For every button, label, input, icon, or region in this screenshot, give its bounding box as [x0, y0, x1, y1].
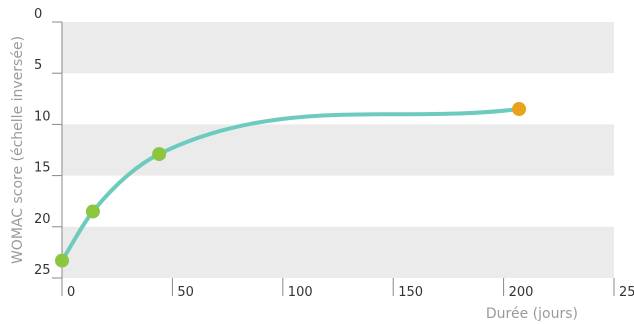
- x-tick-group: 0 50 100 150 200 250: [61, 278, 634, 300]
- data-point: [512, 102, 527, 117]
- x-tick-label: 50: [177, 285, 194, 300]
- grid-bands: [62, 22, 614, 278]
- data-point: [85, 204, 100, 219]
- y-tick-label: 15: [34, 161, 51, 176]
- x-tick-label: 250: [619, 285, 634, 300]
- grid-band: [62, 124, 614, 176]
- y-tick-label: 20: [34, 212, 51, 227]
- grid-band: [62, 226, 614, 278]
- data-point: [55, 253, 69, 268]
- x-tick-label: 150: [398, 285, 423, 300]
- data-points: [55, 102, 527, 268]
- y-tick-label: 5: [34, 58, 42, 73]
- x-tick-label: 200: [509, 285, 534, 300]
- y-tick-label: 25: [34, 263, 51, 278]
- y-tick-group: 0 5 10 15 20 25: [34, 7, 62, 279]
- y-axis-label: WOMAC score (échelle inversée): [10, 36, 26, 264]
- data-point: [152, 147, 167, 162]
- y-tick-label: 0: [34, 7, 42, 22]
- y-tick-label: 10: [34, 109, 51, 124]
- x-tick-label: 100: [288, 285, 313, 300]
- grid-band: [62, 22, 614, 74]
- x-tick-label: 0: [67, 285, 75, 300]
- x-axis-label: Durée (jours): [486, 306, 578, 322]
